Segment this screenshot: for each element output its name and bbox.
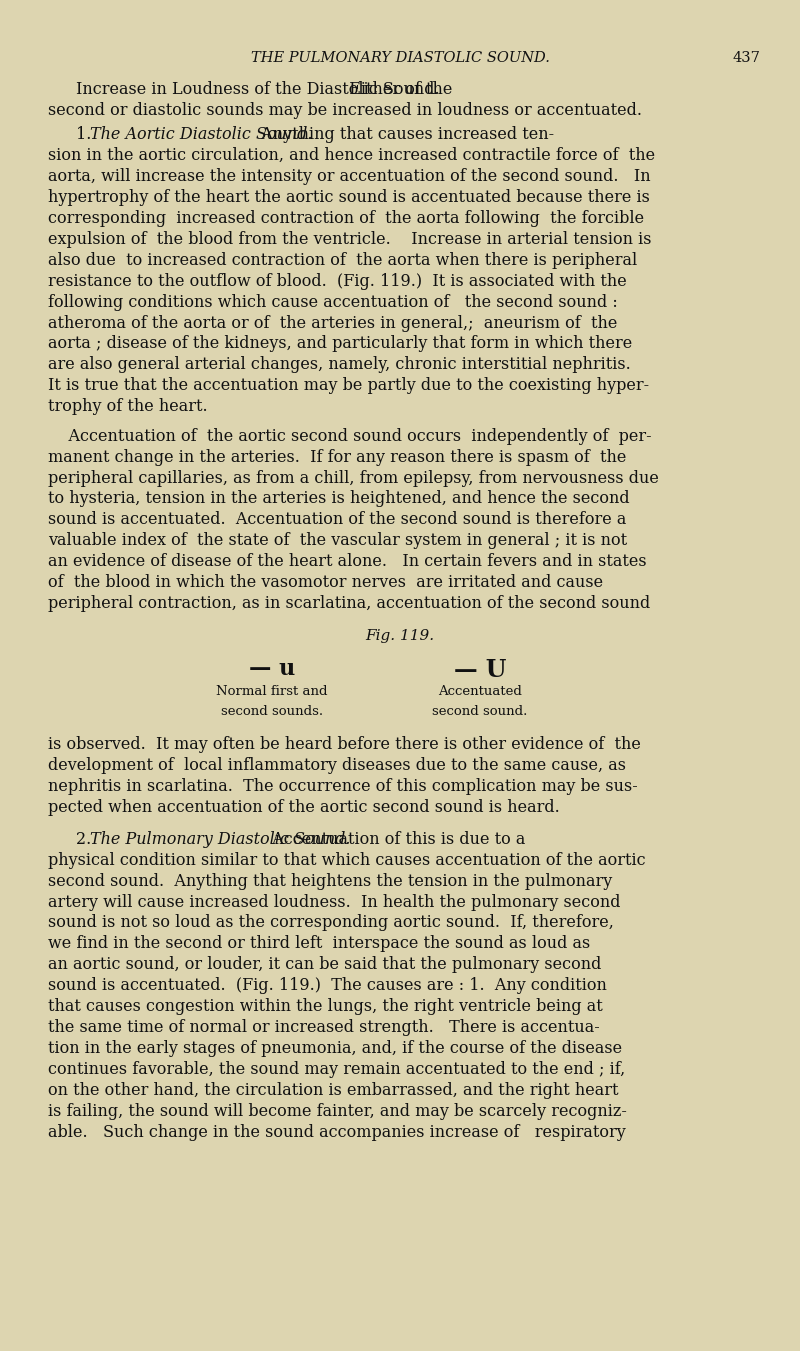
Text: second sounds.: second sounds. — [221, 705, 323, 719]
Text: aorta ; disease of the kidneys, and particularly that form in which there: aorta ; disease of the kidneys, and part… — [48, 335, 632, 353]
Text: THE PULMONARY DIASTOLIC SOUND.: THE PULMONARY DIASTOLIC SOUND. — [250, 51, 550, 65]
Text: following conditions which cause accentuation of   the second sound :: following conditions which cause accentu… — [48, 293, 618, 311]
Text: 437: 437 — [732, 51, 760, 65]
Text: on the other hand, the circulation is embarrassed, and the right heart: on the other hand, the circulation is em… — [48, 1082, 618, 1098]
Text: corresponding  increased contraction of  the aorta following  the forcible: corresponding increased contraction of t… — [48, 209, 644, 227]
Text: pected when accentuation of the aortic second sound is heard.: pected when accentuation of the aortic s… — [48, 800, 560, 816]
Text: valuable index of  the state of  the vascular system in general ; it is not: valuable index of the state of the vascu… — [48, 532, 627, 550]
Text: Fig. 119.: Fig. 119. — [366, 628, 434, 643]
Text: development of  local inflammatory diseases due to the same cause, as: development of local inflammatory diseas… — [48, 758, 626, 774]
Text: expulsion of  the blood from the ventricle.    Increase in arterial tension is: expulsion of the blood from the ventricl… — [48, 231, 651, 247]
Text: Accentuation of  the aortic second sound occurs  independently of  per-: Accentuation of the aortic second sound … — [48, 428, 652, 444]
Text: nephritis in scarlatina.  The occurrence of this complication may be sus-: nephritis in scarlatina. The occurrence … — [48, 778, 638, 796]
Text: second sound.  Anything that heightens the tension in the pulmonary: second sound. Anything that heightens th… — [48, 873, 612, 889]
Text: an evidence of disease of the heart alone.   In certain fevers and in states: an evidence of disease of the heart alon… — [48, 554, 646, 570]
Text: peripheral contraction, as in scarlatina, accentuation of the second sound: peripheral contraction, as in scarlatina… — [48, 596, 650, 612]
Text: Either of the: Either of the — [339, 81, 453, 99]
Text: — U: — U — [454, 658, 506, 682]
Text: sion in the aortic circulation, and hence increased contractile force of  the: sion in the aortic circulation, and henc… — [48, 147, 655, 163]
Text: resistance to the outflow of blood.  (Fig. 119.)  It is associated with the: resistance to the outflow of blood. (Fig… — [48, 273, 626, 289]
Text: peripheral capillaries, as from a chill, from epilepsy, from nervousness due: peripheral capillaries, as from a chill,… — [48, 470, 659, 486]
Text: Accentuation of this is due to a: Accentuation of this is due to a — [262, 831, 526, 847]
Text: physical condition similar to that which causes accentuation of the aortic: physical condition similar to that which… — [48, 851, 646, 869]
Text: hypertrophy of the heart the aortic sound is accentuated because there is: hypertrophy of the heart the aortic soun… — [48, 189, 650, 205]
Text: we find in the second or third left  interspace the sound as loud as: we find in the second or third left inte… — [48, 935, 590, 952]
Text: artery will cause increased loudness.  In health the pulmonary second: artery will cause increased loudness. In… — [48, 893, 621, 911]
Text: manent change in the arteries.  If for any reason there is spasm of  the: manent change in the arteries. If for an… — [48, 449, 626, 466]
Text: It is true that the accentuation may be partly due to the coexisting hyper-: It is true that the accentuation may be … — [48, 377, 649, 394]
Text: Accentuated: Accentuated — [438, 685, 522, 698]
Text: also due  to increased contraction of  the aorta when there is peripheral: also due to increased contraction of the… — [48, 251, 638, 269]
Text: of  the blood in which the vasomotor nerves  are irritated and cause: of the blood in which the vasomotor nerv… — [48, 574, 603, 592]
Text: continues favorable, the sound may remain accentuated to the end ; if,: continues favorable, the sound may remai… — [48, 1061, 626, 1078]
Text: are also general arterial changes, namely, chronic interstitial nephritis.: are also general arterial changes, namel… — [48, 357, 630, 373]
Text: The Pulmonary Diastolic Sound.: The Pulmonary Diastolic Sound. — [90, 831, 351, 847]
Text: sound is accentuated.  Accentuation of the second sound is therefore a: sound is accentuated. Accentuation of th… — [48, 512, 626, 528]
Text: that causes congestion within the lungs, the right ventricle being at: that causes congestion within the lungs,… — [48, 998, 602, 1015]
Text: 2.: 2. — [76, 831, 102, 847]
Text: Increase in Loudness of the Diastolic Sound.: Increase in Loudness of the Diastolic So… — [76, 81, 440, 99]
Text: atheroma of the aorta or of  the arteries in general,;  aneurism of  the: atheroma of the aorta or of the arteries… — [48, 315, 618, 331]
Text: Anything that causes increased ten-: Anything that causes increased ten- — [250, 126, 554, 143]
Text: — u: — u — [249, 658, 295, 680]
Text: is observed.  It may often be heard before there is other evidence of  the: is observed. It may often be heard befor… — [48, 736, 641, 754]
Text: the same time of normal or increased strength.   There is accentua-: the same time of normal or increased str… — [48, 1019, 600, 1036]
Text: is failing, the sound will become fainter, and may be scarcely recogniz-: is failing, the sound will become fainte… — [48, 1102, 627, 1120]
Text: tion in the early stages of pneumonia, and, if the course of the disease: tion in the early stages of pneumonia, a… — [48, 1040, 622, 1056]
Text: aorta, will increase the intensity or accentuation of the second sound.   In: aorta, will increase the intensity or ac… — [48, 168, 650, 185]
Text: second or diastolic sounds may be increased in loudness or accentuated.: second or diastolic sounds may be increa… — [48, 103, 642, 119]
Text: 1.: 1. — [76, 126, 102, 143]
Text: able.   Such change in the sound accompanies increase of   respiratory: able. Such change in the sound accompani… — [48, 1124, 626, 1140]
Text: an aortic sound, or louder, it can be said that the pulmonary second: an aortic sound, or louder, it can be sa… — [48, 957, 602, 973]
Text: sound is not so loud as the corresponding aortic sound.  If, therefore,: sound is not so loud as the correspondin… — [48, 915, 614, 931]
Text: The Aortic Diastolic Sound.: The Aortic Diastolic Sound. — [90, 126, 313, 143]
Text: sound is accentuated.  (Fig. 119.)  The causes are : 1.  Any condition: sound is accentuated. (Fig. 119.) The ca… — [48, 977, 607, 994]
Text: trophy of the heart.: trophy of the heart. — [48, 399, 208, 415]
Text: to hysteria, tension in the arteries is heightened, and hence the second: to hysteria, tension in the arteries is … — [48, 490, 630, 508]
Text: Normal first and: Normal first and — [216, 685, 328, 698]
Text: second sound.: second sound. — [432, 705, 528, 719]
